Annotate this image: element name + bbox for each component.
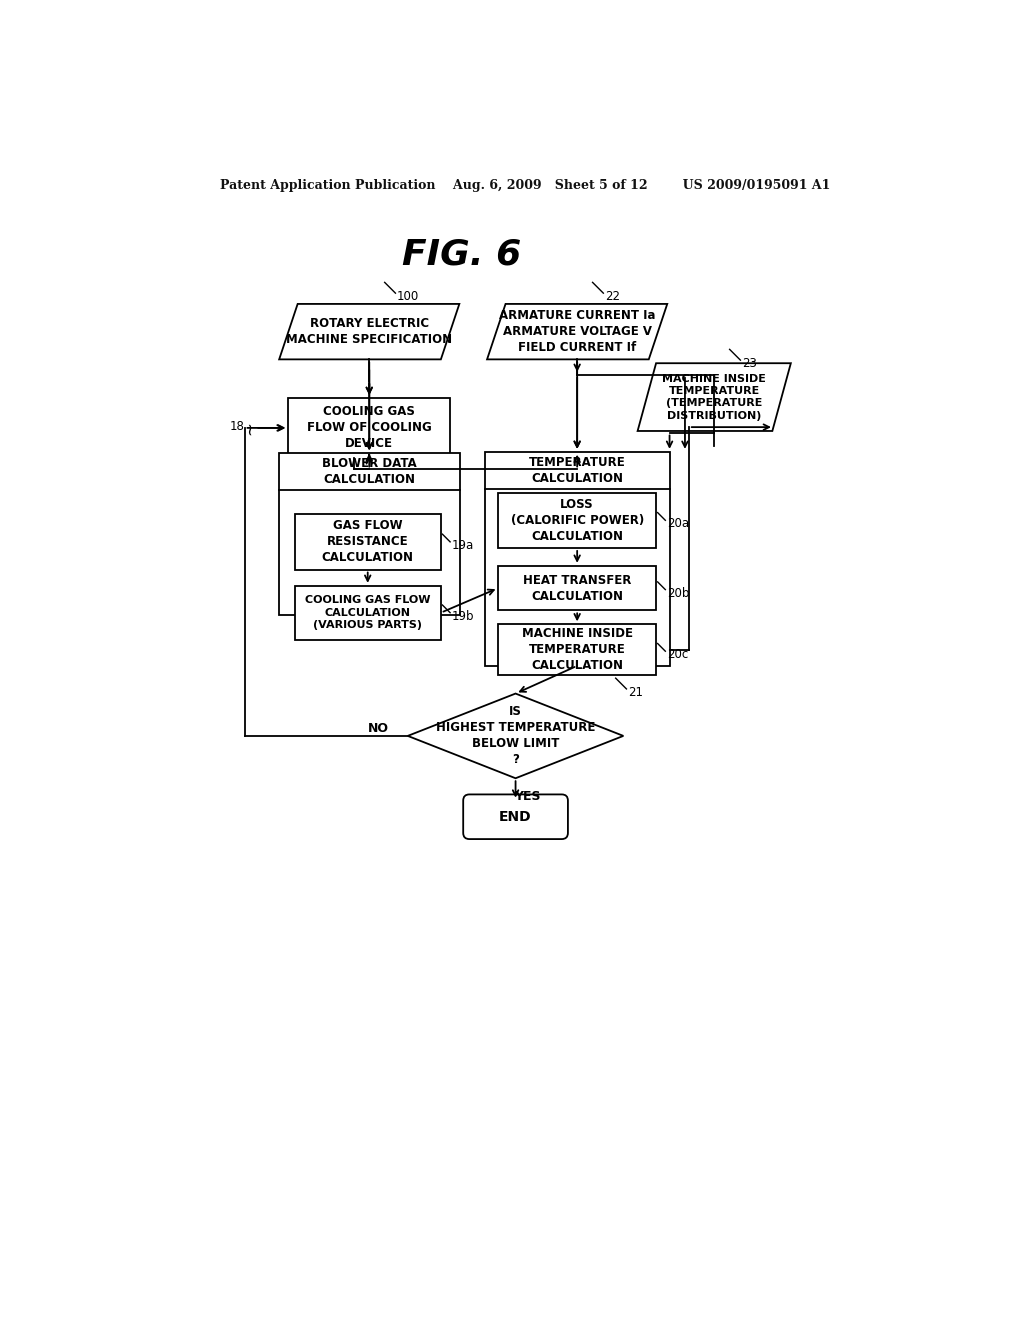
Text: 100: 100: [397, 290, 419, 304]
Text: LOSS
(CALORIFIC POWER)
CALCULATION: LOSS (CALORIFIC POWER) CALCULATION: [511, 498, 644, 543]
Text: 23: 23: [742, 358, 757, 370]
Text: MACHINE INSIDE
TEMPERATURE
(TEMPERATURE
DISTRIBUTION): MACHINE INSIDE TEMPERATURE (TEMPERATURE …: [663, 374, 766, 421]
Text: ROTARY ELECTRIC
MACHINE SPECIFICATION: ROTARY ELECTRIC MACHINE SPECIFICATION: [286, 317, 453, 346]
Text: 20a: 20a: [667, 517, 689, 531]
Bar: [499, 566, 656, 610]
Bar: [279, 453, 460, 615]
Bar: [295, 586, 441, 640]
Text: GAS FLOW
RESISTANCE
CALCULATION: GAS FLOW RESISTANCE CALCULATION: [322, 519, 414, 565]
Text: ~: ~: [241, 421, 259, 434]
Polygon shape: [408, 693, 624, 779]
Text: 18: 18: [229, 420, 245, 433]
Polygon shape: [487, 304, 668, 359]
Text: 20b: 20b: [667, 586, 689, 599]
Text: END: END: [500, 809, 531, 824]
Text: 22: 22: [605, 290, 620, 304]
Text: 21: 21: [628, 686, 643, 698]
Text: Patent Application Publication    Aug. 6, 2009   Sheet 5 of 12        US 2009/01: Patent Application Publication Aug. 6, 2…: [219, 178, 830, 191]
Text: COOLING GAS
FLOW OF COOLING
DEVICE: COOLING GAS FLOW OF COOLING DEVICE: [307, 405, 432, 450]
Bar: [499, 624, 656, 675]
Text: FIG. 6: FIG. 6: [402, 238, 521, 272]
Polygon shape: [280, 304, 460, 359]
Text: YES: YES: [514, 789, 541, 803]
Bar: [484, 451, 670, 665]
Text: 20c: 20c: [667, 648, 688, 661]
Text: ARMATURE CURRENT Ia
ARMATURE VOLTAGE V
FIELD CURRENT If: ARMATURE CURRENT Ia ARMATURE VOLTAGE V F…: [499, 309, 655, 354]
Text: IS
HIGHEST TEMPERATURE
BELOW LIMIT
?: IS HIGHEST TEMPERATURE BELOW LIMIT ?: [436, 705, 595, 767]
Text: MACHINE INSIDE
TEMPERATURE
CALCULATION: MACHINE INSIDE TEMPERATURE CALCULATION: [521, 627, 633, 672]
Text: 19b: 19b: [452, 610, 474, 623]
Text: BLOWER DATA
CALCULATION: BLOWER DATA CALCULATION: [322, 457, 417, 486]
Bar: [289, 397, 451, 458]
Text: TEMPERATURE
CALCULATION: TEMPERATURE CALCULATION: [528, 455, 626, 484]
Text: HEAT TRANSFER
CALCULATION: HEAT TRANSFER CALCULATION: [523, 574, 632, 602]
Text: COOLING GAS FLOW
CALCULATION
(VARIOUS PARTS): COOLING GAS FLOW CALCULATION (VARIOUS PA…: [305, 595, 430, 630]
FancyBboxPatch shape: [463, 795, 568, 840]
Text: NO: NO: [368, 722, 388, 735]
Text: 19a: 19a: [452, 539, 474, 552]
Polygon shape: [638, 363, 791, 430]
Bar: [295, 515, 441, 570]
Bar: [499, 492, 656, 548]
